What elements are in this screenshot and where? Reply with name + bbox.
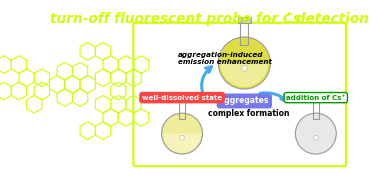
Text: aggregates: aggregates xyxy=(220,96,269,105)
Circle shape xyxy=(162,113,203,154)
Wedge shape xyxy=(163,134,201,153)
Circle shape xyxy=(241,65,248,71)
Circle shape xyxy=(295,113,336,154)
Bar xyxy=(238,17,251,23)
Bar xyxy=(311,97,321,102)
Text: addition of Cs⁺: addition of Cs⁺ xyxy=(286,95,345,101)
Circle shape xyxy=(180,135,184,140)
Circle shape xyxy=(218,37,270,89)
Text: complex formation: complex formation xyxy=(208,110,290,118)
Bar xyxy=(240,23,248,45)
Text: aggregation-induced
emission enhancement: aggregation-induced emission enhancement xyxy=(178,52,272,65)
Text: well-dissolved state: well-dissolved state xyxy=(142,95,222,101)
Text: ⁺: ⁺ xyxy=(285,12,291,22)
Bar xyxy=(313,102,319,119)
Wedge shape xyxy=(220,63,268,87)
Text: detection: detection xyxy=(291,12,369,26)
Circle shape xyxy=(313,135,318,140)
Text: turn-off fluorescent probe for Cs: turn-off fluorescent probe for Cs xyxy=(50,12,301,26)
Bar xyxy=(179,102,185,119)
Bar xyxy=(177,97,187,102)
